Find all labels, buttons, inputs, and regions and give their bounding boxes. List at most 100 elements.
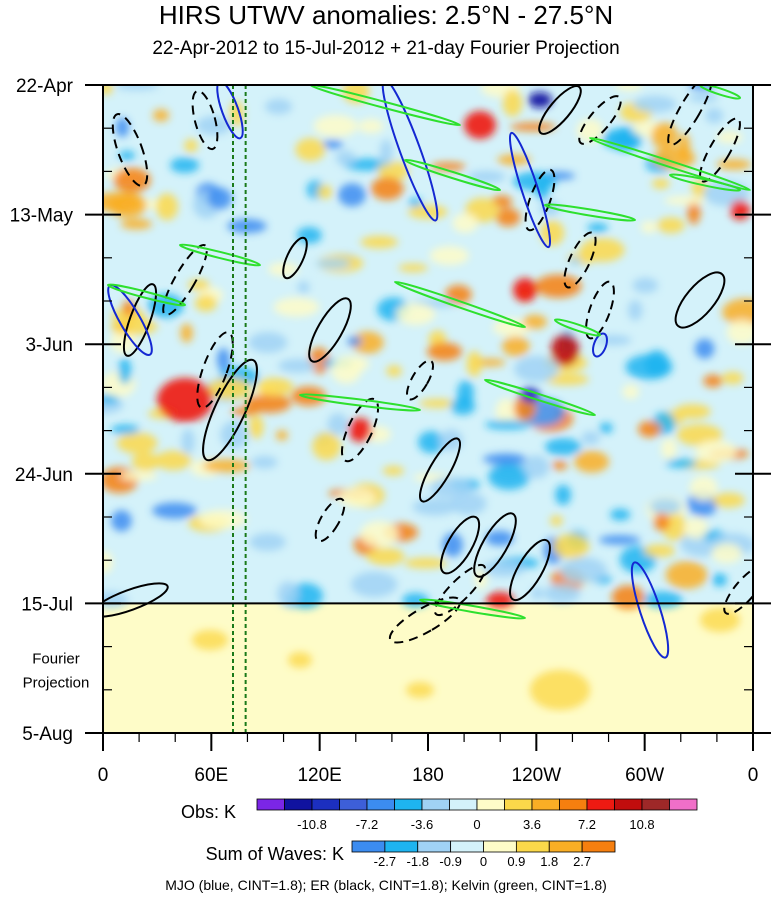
er-contour: [563, 231, 597, 289]
obs-colorbar-swatch: [449, 798, 478, 811]
kelvin-contour: [553, 318, 602, 337]
x-tick-label: 180: [412, 765, 444, 786]
waves-colorbar-swatch: [548, 840, 583, 853]
obs-colorbar-label: 0: [473, 817, 480, 832]
er-contour: [162, 244, 208, 316]
obs-colorbar-swatch: [614, 798, 643, 811]
waves-colorbar-label: 1.8: [540, 854, 558, 869]
waves-colorbar-label: 2.7: [573, 854, 591, 869]
er-contour: [340, 397, 380, 463]
er-contour: [191, 89, 219, 151]
waves-colorbar-swatch: [351, 840, 386, 853]
mjo-contour: [508, 131, 552, 249]
obs-colorbar-label: 7.2: [578, 817, 596, 832]
er-contour: [314, 497, 346, 543]
obs-colorbar-label: -3.6: [411, 817, 433, 832]
obs-colorbar-label: -7.2: [356, 817, 378, 832]
er-contour: [111, 113, 149, 187]
anomaly-field: [103, 85, 753, 733]
obs-colorbar-swatch: [366, 798, 395, 811]
er-contour: [439, 515, 481, 575]
er-contour: [674, 271, 726, 329]
obs-colorbar-swatch: [669, 798, 698, 811]
obs-colorbar-swatch: [559, 798, 588, 811]
kelvin-contour: [106, 283, 187, 307]
er-contour: [406, 359, 434, 401]
obs-colorbar-swatch: [586, 798, 615, 811]
obs-colorbar-swatch: [311, 798, 340, 811]
obs-colorbar-title: Obs: K: [181, 802, 236, 822]
chart-subtitle: 22-Apr-2012 to 15-Jul-2012 + 21-day Four…: [152, 38, 620, 59]
projection-label: Projection: [23, 674, 90, 691]
er-contour: [524, 168, 556, 232]
y-tick-label: 3-Jun: [25, 335, 73, 356]
obs-colorbar-swatch: [476, 798, 505, 811]
waves-colorbar-label: -1.8: [407, 854, 429, 869]
obs-colorbar-swatch: [284, 798, 313, 811]
kelvin-contour: [403, 158, 502, 192]
kelvin-contour: [393, 280, 527, 329]
colorbars: Obs: K -10.8 -7.2 -3.6 0 3.6 7.2 10.8 Sum of Wav…: [181, 798, 698, 869]
waves-colorbar-title: Sum of Waves: K: [206, 844, 344, 864]
obs-colorbar-label: -10.8: [297, 817, 327, 832]
waves-colorbar-swatch: [450, 840, 484, 853]
x-tick-label: 0: [98, 765, 109, 786]
projection-field: [103, 603, 753, 733]
projection-blobs: [192, 608, 740, 710]
x-tick-label: 0: [748, 765, 759, 786]
waves-colorbar-label: 0.9: [507, 854, 525, 869]
kelvin-contour: [298, 393, 422, 412]
er-contour: [202, 358, 258, 462]
waves-colorbar-label: 0: [480, 854, 487, 869]
obs-colorbar-label: 3.6: [523, 817, 541, 832]
er-contour: [699, 117, 741, 183]
obs-colorbar-swatch: [394, 798, 423, 811]
er-contour: [282, 236, 308, 280]
er-contour: [585, 280, 615, 340]
anomaly-blobs: [103, 85, 753, 610]
er-contour: [103, 582, 169, 618]
er-contour: [122, 283, 158, 357]
y-tick-label: 13-May: [10, 206, 74, 227]
y-tick-label: 22-Apr: [16, 76, 74, 97]
waves-colorbar-swatch: [384, 840, 419, 853]
projection-label: Fourier: [32, 650, 80, 667]
er-contour: [667, 85, 713, 146]
x-tick-label: 60E: [194, 765, 228, 786]
mjo-contour: [592, 332, 608, 358]
obs-colorbar-swatch: [531, 798, 560, 811]
waves-colorbar-swatch: [483, 840, 517, 853]
kelvin-contour: [308, 85, 462, 127]
waves-colorbar-label: -0.9: [439, 854, 461, 869]
er-contour: [473, 512, 517, 578]
kelvin-contour: [543, 203, 637, 222]
mjo-contour: [216, 85, 244, 140]
obs-colorbar-swatch: [256, 798, 285, 811]
wave-contours: [103, 85, 753, 659]
kelvin-contour: [178, 243, 262, 267]
obs-colorbar-label: 10.8: [629, 817, 654, 832]
waves-colorbar-swatch: [581, 840, 616, 853]
kelvin-contour: [588, 136, 752, 192]
axes: 22-Apr 13-May 3-Jun 24-Jun 15-Jul 5-Aug 0 60E 12…: [10, 76, 771, 786]
er-contour: [433, 563, 487, 617]
er-contour: [308, 297, 352, 363]
overlay-legend-note: MJO (blue, CINT=1.8); ER (black, CINT=1.…: [165, 877, 607, 893]
er-contour: [509, 538, 551, 602]
kelvin-contour: [668, 173, 742, 192]
kelvin-contour: [483, 378, 597, 417]
er-contour: [196, 331, 234, 409]
obs-colorbar-swatch: [504, 798, 533, 811]
mjo-contour: [630, 561, 670, 659]
x-tick-label: 120W: [512, 765, 562, 786]
y-tick-label: 5-Aug: [22, 724, 73, 745]
waves-colorbar-swatch: [515, 840, 550, 853]
obs-colorbar-swatch: [421, 798, 450, 811]
reference-lines: [232, 85, 247, 733]
waves-colorbar-label: -2.7: [374, 854, 396, 869]
x-tick-label: 60W: [625, 765, 664, 786]
y-tick-label: 24-Jun: [15, 465, 73, 486]
chart-title: HIRS UTWV anomalies: 2.5°N - 27.5°N: [158, 0, 614, 30]
x-tick-label: 120E: [297, 765, 341, 786]
